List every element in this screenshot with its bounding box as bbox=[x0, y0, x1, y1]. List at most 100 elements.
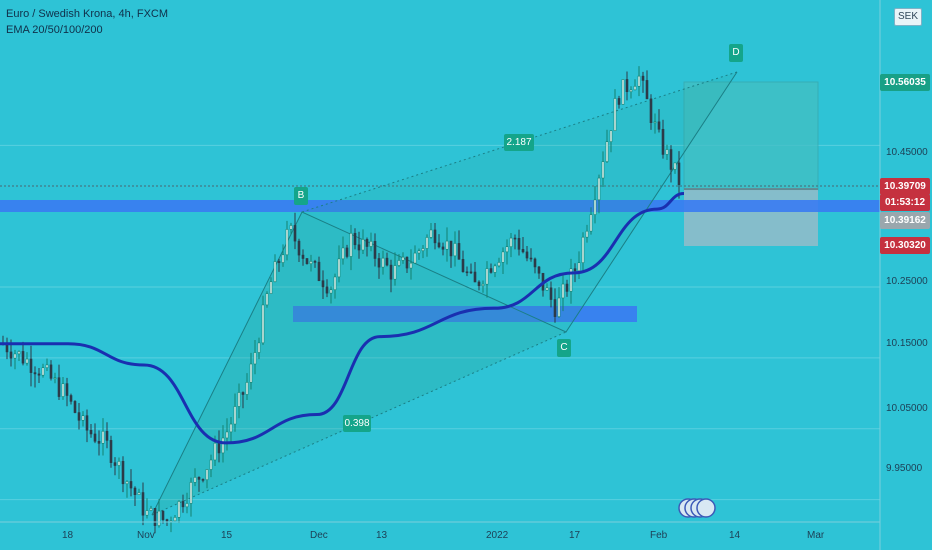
candle-body bbox=[417, 250, 421, 254]
candle-body bbox=[201, 479, 205, 481]
candle-body bbox=[401, 256, 405, 261]
candle-body bbox=[653, 121, 657, 124]
ratio-label-xc[interactable]: 0.398 bbox=[343, 415, 371, 432]
candle-body bbox=[453, 243, 457, 257]
candle-body bbox=[349, 232, 353, 257]
ratio-label-bd[interactable]: 2.187 bbox=[504, 134, 534, 151]
candle-body bbox=[81, 415, 85, 421]
x-tick-label: 15 bbox=[221, 530, 233, 541]
candle-body bbox=[249, 363, 253, 383]
candle-body bbox=[473, 271, 477, 283]
candle-body bbox=[421, 248, 425, 252]
candle-body bbox=[9, 351, 13, 359]
candle-body bbox=[437, 242, 441, 248]
candle-body bbox=[501, 251, 505, 263]
y-tick-label: 10.05000 bbox=[886, 403, 928, 414]
candle-body bbox=[333, 276, 337, 291]
candle-body bbox=[609, 130, 613, 142]
candle-body bbox=[53, 377, 57, 379]
candle-body bbox=[245, 382, 249, 395]
candle-body bbox=[369, 240, 373, 247]
currency-badge[interactable]: SEK bbox=[894, 8, 922, 26]
candle-body bbox=[237, 392, 241, 407]
point-d-label[interactable]: D bbox=[729, 44, 743, 62]
candle-body bbox=[381, 257, 385, 268]
price-tag-last: 10.39709 bbox=[880, 178, 930, 195]
candle-body bbox=[677, 162, 681, 185]
candle-body bbox=[621, 79, 625, 105]
candle-body bbox=[337, 258, 341, 278]
candle-body bbox=[145, 510, 149, 516]
candle-body bbox=[297, 240, 301, 256]
candle-body bbox=[561, 283, 565, 299]
candle-body bbox=[165, 519, 169, 522]
candle-body bbox=[113, 462, 117, 466]
x-tick-label: 14 bbox=[729, 530, 741, 541]
x-tick-label: Mar bbox=[807, 530, 825, 541]
y-tick-label: 10.15000 bbox=[886, 338, 928, 349]
candle-body bbox=[613, 98, 617, 131]
candle-body bbox=[173, 517, 177, 522]
candle-body bbox=[277, 261, 281, 263]
candle-body bbox=[45, 364, 49, 369]
candle-body bbox=[661, 128, 665, 155]
y-tick-label: 10.45000 bbox=[886, 147, 928, 158]
candle-body bbox=[405, 256, 409, 269]
candle-body bbox=[21, 351, 25, 364]
x-tick-label: 13 bbox=[376, 530, 388, 541]
candle-body bbox=[289, 225, 293, 230]
candle-body bbox=[457, 243, 461, 260]
pattern-lines bbox=[151, 71, 738, 516]
x-tick-label: 17 bbox=[569, 530, 581, 541]
candle-body bbox=[429, 229, 433, 238]
candle-body bbox=[633, 85, 637, 91]
candle-body bbox=[493, 265, 497, 273]
candle-body bbox=[625, 79, 629, 93]
candle-body bbox=[213, 442, 217, 461]
candle-body bbox=[141, 492, 145, 516]
candle-body bbox=[477, 281, 481, 287]
candle-body bbox=[489, 268, 493, 273]
candle-body bbox=[557, 297, 561, 317]
candle-body bbox=[57, 377, 61, 397]
candle-body bbox=[673, 162, 677, 170]
point-c-label[interactable]: C bbox=[557, 339, 571, 357]
candle-body bbox=[269, 281, 273, 294]
candle-body bbox=[425, 237, 429, 249]
candle-body bbox=[657, 121, 661, 130]
candle-body bbox=[77, 412, 81, 421]
candle-body bbox=[389, 264, 393, 280]
candle-body bbox=[229, 423, 233, 433]
candle-body bbox=[517, 237, 521, 250]
candle-body bbox=[553, 299, 557, 317]
candle-body bbox=[357, 244, 361, 251]
candle-body bbox=[301, 254, 305, 259]
candle-body bbox=[253, 352, 257, 365]
chart-title: Euro / Swedish Krona, 4h, FXCM bbox=[6, 8, 169, 20]
candle-body bbox=[197, 477, 201, 480]
candle-body bbox=[629, 89, 633, 93]
candle-body bbox=[545, 287, 549, 291]
indicator-legend[interactable]: EMA 20/50/100/200 bbox=[6, 24, 103, 36]
candle-body bbox=[305, 258, 309, 265]
candle-body bbox=[445, 240, 449, 250]
ema-line bbox=[0, 191, 685, 445]
candle-body bbox=[129, 481, 133, 489]
candle-body bbox=[485, 268, 489, 285]
candle-body bbox=[109, 440, 113, 463]
point-b-label[interactable]: B bbox=[294, 187, 308, 205]
candle-body bbox=[481, 283, 485, 287]
pattern-triangle-xbc bbox=[152, 212, 566, 515]
candle-body bbox=[293, 225, 297, 242]
support-resistance-zone bbox=[293, 306, 637, 322]
candle-body bbox=[89, 429, 93, 435]
candle-body bbox=[569, 268, 573, 292]
candle-body bbox=[637, 75, 641, 87]
candle-body bbox=[137, 492, 141, 495]
x-tick-label: Dec bbox=[310, 530, 328, 541]
candle-body bbox=[393, 265, 397, 280]
candle-body bbox=[465, 271, 469, 274]
candle-body bbox=[321, 280, 325, 288]
candle-body bbox=[233, 406, 237, 425]
